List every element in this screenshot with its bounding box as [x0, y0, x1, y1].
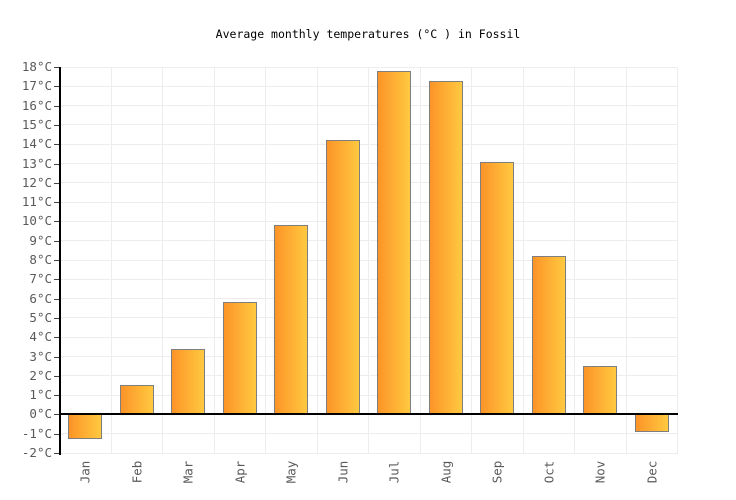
- bar-aug: [428, 80, 463, 415]
- y-tick-label: 10°C: [21, 213, 52, 229]
- bar-apr: [222, 302, 257, 415]
- y-tick-mark: [54, 163, 59, 165]
- bar-jun: [325, 140, 360, 415]
- y-tick-mark: [54, 221, 59, 223]
- y-tick-mark: [54, 260, 59, 261]
- y-tick-label: 17°C: [21, 78, 52, 94]
- x-tick-label: Aug: [438, 460, 454, 484]
- v-gridline: [265, 67, 266, 453]
- y-tick-label: 12°C: [21, 174, 52, 190]
- v-gridline: [574, 67, 575, 453]
- v-gridline: [522, 67, 524, 453]
- v-gridline: [316, 67, 318, 453]
- v-gridline: [625, 67, 627, 453]
- y-tick-mark: [54, 433, 59, 435]
- x-tick-label: Feb: [129, 460, 145, 484]
- y-tick-mark: [54, 337, 59, 339]
- y-tick-mark: [54, 453, 59, 454]
- bar-jul: [377, 70, 412, 415]
- x-tick-label: Oct: [541, 460, 557, 484]
- bar-sep: [480, 161, 515, 415]
- h-gridline: [59, 452, 678, 454]
- y-tick-mark: [54, 144, 59, 146]
- x-tick-label: Apr: [232, 460, 248, 484]
- y-axis-line: [58, 67, 61, 455]
- v-gridline: [110, 67, 112, 453]
- x-tick-label: Dec: [644, 460, 660, 484]
- zero-baseline: [59, 413, 678, 416]
- y-tick-mark: [54, 182, 59, 184]
- y-tick-label: 4°C: [29, 329, 52, 345]
- y-tick-mark: [54, 298, 59, 300]
- x-tick-label: Jan: [77, 460, 93, 484]
- bar-mar: [171, 348, 206, 415]
- y-tick-mark: [54, 317, 59, 319]
- y-tick-label: -1°C: [21, 425, 52, 441]
- y-tick-mark: [54, 375, 59, 377]
- x-tick-label: Sep: [489, 460, 505, 484]
- chart-title: Average monthly temperatures (°C ) in Fo…: [215, 27, 521, 41]
- y-tick-label: -2°C: [21, 445, 52, 460]
- plot-area: [59, 66, 678, 454]
- v-gridline: [677, 67, 678, 453]
- y-tick-mark: [54, 240, 59, 242]
- y-tick-label: 6°C: [29, 290, 52, 306]
- x-tick-label: May: [283, 460, 299, 484]
- x-tick-label: Jul: [386, 460, 402, 484]
- bar-dec: [634, 414, 669, 432]
- y-tick-mark: [54, 124, 59, 126]
- v-gridline: [368, 67, 369, 453]
- y-tick-label: 15°C: [21, 116, 52, 132]
- y-tick-label: 1°C: [29, 387, 52, 403]
- bar-may: [274, 225, 309, 415]
- bar-nov: [583, 366, 618, 415]
- y-tick-label: 5°C: [29, 309, 52, 325]
- y-tick-label: 11°C: [21, 194, 52, 210]
- y-tick-label: 7°C: [29, 271, 52, 287]
- y-tick-mark: [54, 86, 59, 88]
- x-tick-label: Jun: [335, 460, 351, 484]
- x-tick-label: Mar: [180, 460, 196, 484]
- v-gridline: [162, 67, 163, 453]
- y-tick-label: 13°C: [21, 155, 52, 171]
- y-tick-mark: [54, 105, 59, 107]
- bar-jan: [68, 414, 103, 440]
- y-tick-label: 3°C: [29, 348, 52, 364]
- y-tick-label: 16°C: [21, 97, 52, 113]
- y-tick-label: 9°C: [29, 232, 52, 248]
- bar-feb: [119, 385, 154, 415]
- y-tick-mark: [54, 67, 59, 68]
- v-gridline: [419, 67, 421, 453]
- y-tick-label: 8°C: [29, 252, 52, 267]
- y-tick-label: 2°C: [29, 367, 52, 383]
- y-tick-mark: [54, 395, 59, 397]
- v-gridline: [213, 67, 215, 453]
- bar-oct: [531, 256, 566, 415]
- y-tick-label: 0°C: [29, 406, 52, 422]
- y-tick-label: 14°C: [21, 136, 52, 152]
- y-tick-mark: [54, 279, 59, 281]
- x-tick-label: Nov: [592, 460, 608, 484]
- y-tick-label: 18°C: [21, 59, 52, 74]
- y-tick-mark: [54, 356, 59, 358]
- y-tick-mark: [54, 414, 59, 416]
- v-gridline: [471, 67, 472, 453]
- y-tick-mark: [54, 202, 59, 204]
